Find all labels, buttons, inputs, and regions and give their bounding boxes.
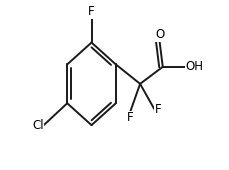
Text: F: F [154, 103, 161, 116]
Text: Cl: Cl [32, 119, 44, 132]
Text: F: F [88, 5, 94, 18]
Text: F: F [126, 111, 133, 124]
Text: OH: OH [185, 60, 202, 73]
Text: O: O [154, 28, 164, 41]
